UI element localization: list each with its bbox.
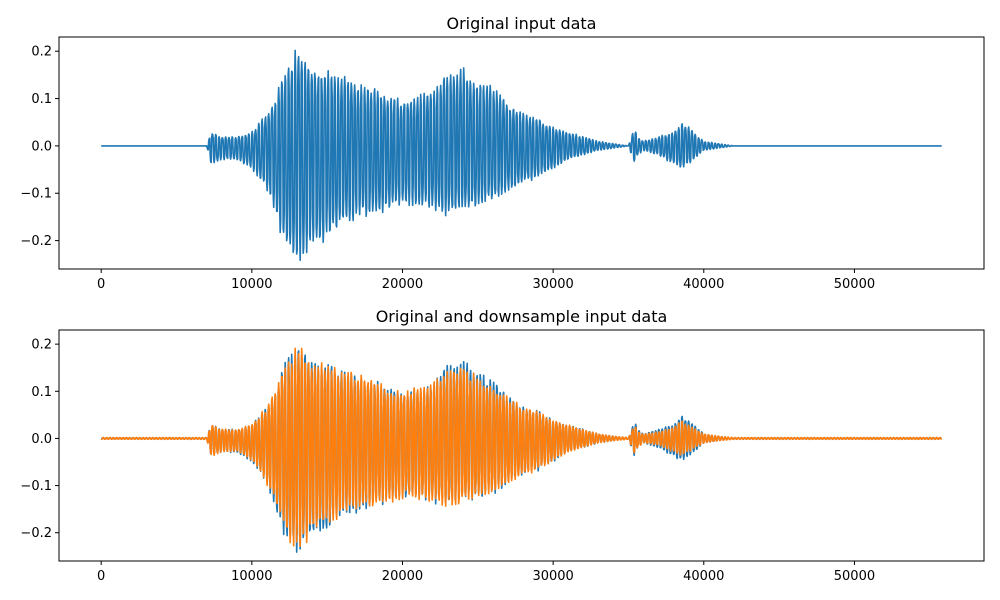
y-tick-label: 0.1 <box>31 385 52 400</box>
x-tick-label: 30000 <box>532 277 573 292</box>
y-tick-label: −0.1 <box>20 187 52 202</box>
chart-title: Original input data <box>447 14 597 33</box>
x-tick-label: 40000 <box>683 277 724 292</box>
chart-title: Original and downsample input data <box>376 307 668 326</box>
x-tick-label: 0 <box>97 277 105 292</box>
subplot-top: Original input data 0 10000 20000 30000 4000… <box>20 14 985 292</box>
y-tick-label: 0.2 <box>31 45 52 60</box>
x-tick-label: 30000 <box>532 569 573 584</box>
x-tick-label: 40000 <box>683 569 724 584</box>
plot-area-top: 0 10000 20000 30000 40000 50000 −0.2 −0.1 0.0 0.1… <box>20 36 985 292</box>
axes-frame <box>58 329 985 562</box>
x-tick-label: 10000 <box>231 277 272 292</box>
y-tick-label: 0.0 <box>31 139 52 154</box>
subplot-bottom: Original and downsample input data 0 1000… <box>20 307 985 584</box>
y-tick-label: −0.2 <box>20 526 52 541</box>
y-tick-label: 0.0 <box>31 432 52 447</box>
x-tick-label: 20000 <box>382 277 423 292</box>
y-tick-label: 0.1 <box>31 92 52 107</box>
x-tick-label: 20000 <box>382 569 423 584</box>
series-line-1 <box>100 347 942 548</box>
x-tick-label: 50000 <box>834 569 875 584</box>
y-tick-label: 0.2 <box>31 338 52 353</box>
y-tick-label: −0.1 <box>20 479 52 494</box>
axes-frame <box>58 36 985 270</box>
x-tick-label: 50000 <box>834 277 875 292</box>
plot-area-bottom: 0 10000 20000 30000 40000 50000 −0.2 −0.1 0.0 0.1… <box>20 329 985 584</box>
series-line-0 <box>100 49 942 262</box>
x-tick-label: 10000 <box>231 569 272 584</box>
x-tick-label: 0 <box>97 569 105 584</box>
y-tick-label: −0.2 <box>20 234 52 249</box>
